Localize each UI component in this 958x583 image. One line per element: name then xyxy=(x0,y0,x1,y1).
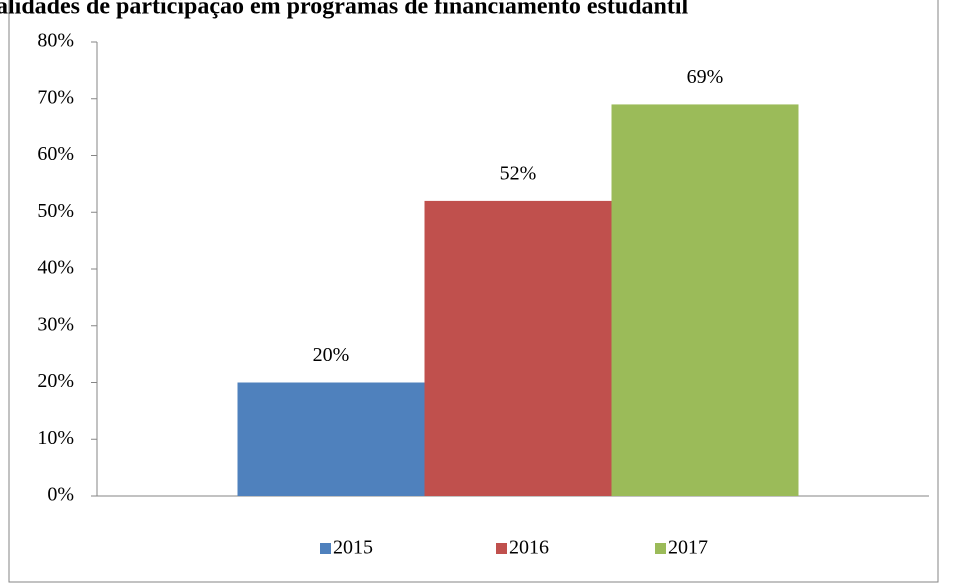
y-tick-label: 40% xyxy=(37,257,74,279)
data-label: 52% xyxy=(500,162,537,184)
y-tick-label: 10% xyxy=(37,427,74,449)
legend-label: 2017 xyxy=(668,537,708,559)
y-tick-label: 20% xyxy=(37,370,74,392)
y-tick-label: 0% xyxy=(47,484,74,506)
legend-label: 2016 xyxy=(509,537,549,559)
legend-swatch xyxy=(320,543,331,554)
data-label: 69% xyxy=(687,66,724,88)
chart-frame xyxy=(8,0,939,583)
y-tick-label: 50% xyxy=(37,200,74,222)
data-label: 20% xyxy=(313,344,350,366)
legend-label: 2015 xyxy=(333,537,373,559)
y-tick-label: 60% xyxy=(37,143,74,165)
bar xyxy=(237,382,425,496)
y-tick-label: 30% xyxy=(37,313,74,335)
legend-swatch xyxy=(496,543,507,554)
y-tick-label: 70% xyxy=(37,86,74,108)
bar xyxy=(611,104,799,497)
legend-swatch xyxy=(655,543,666,554)
y-tick-label: 80% xyxy=(37,30,74,52)
chart-title: alidades de participação em programas de… xyxy=(0,0,689,20)
bar xyxy=(424,200,612,496)
